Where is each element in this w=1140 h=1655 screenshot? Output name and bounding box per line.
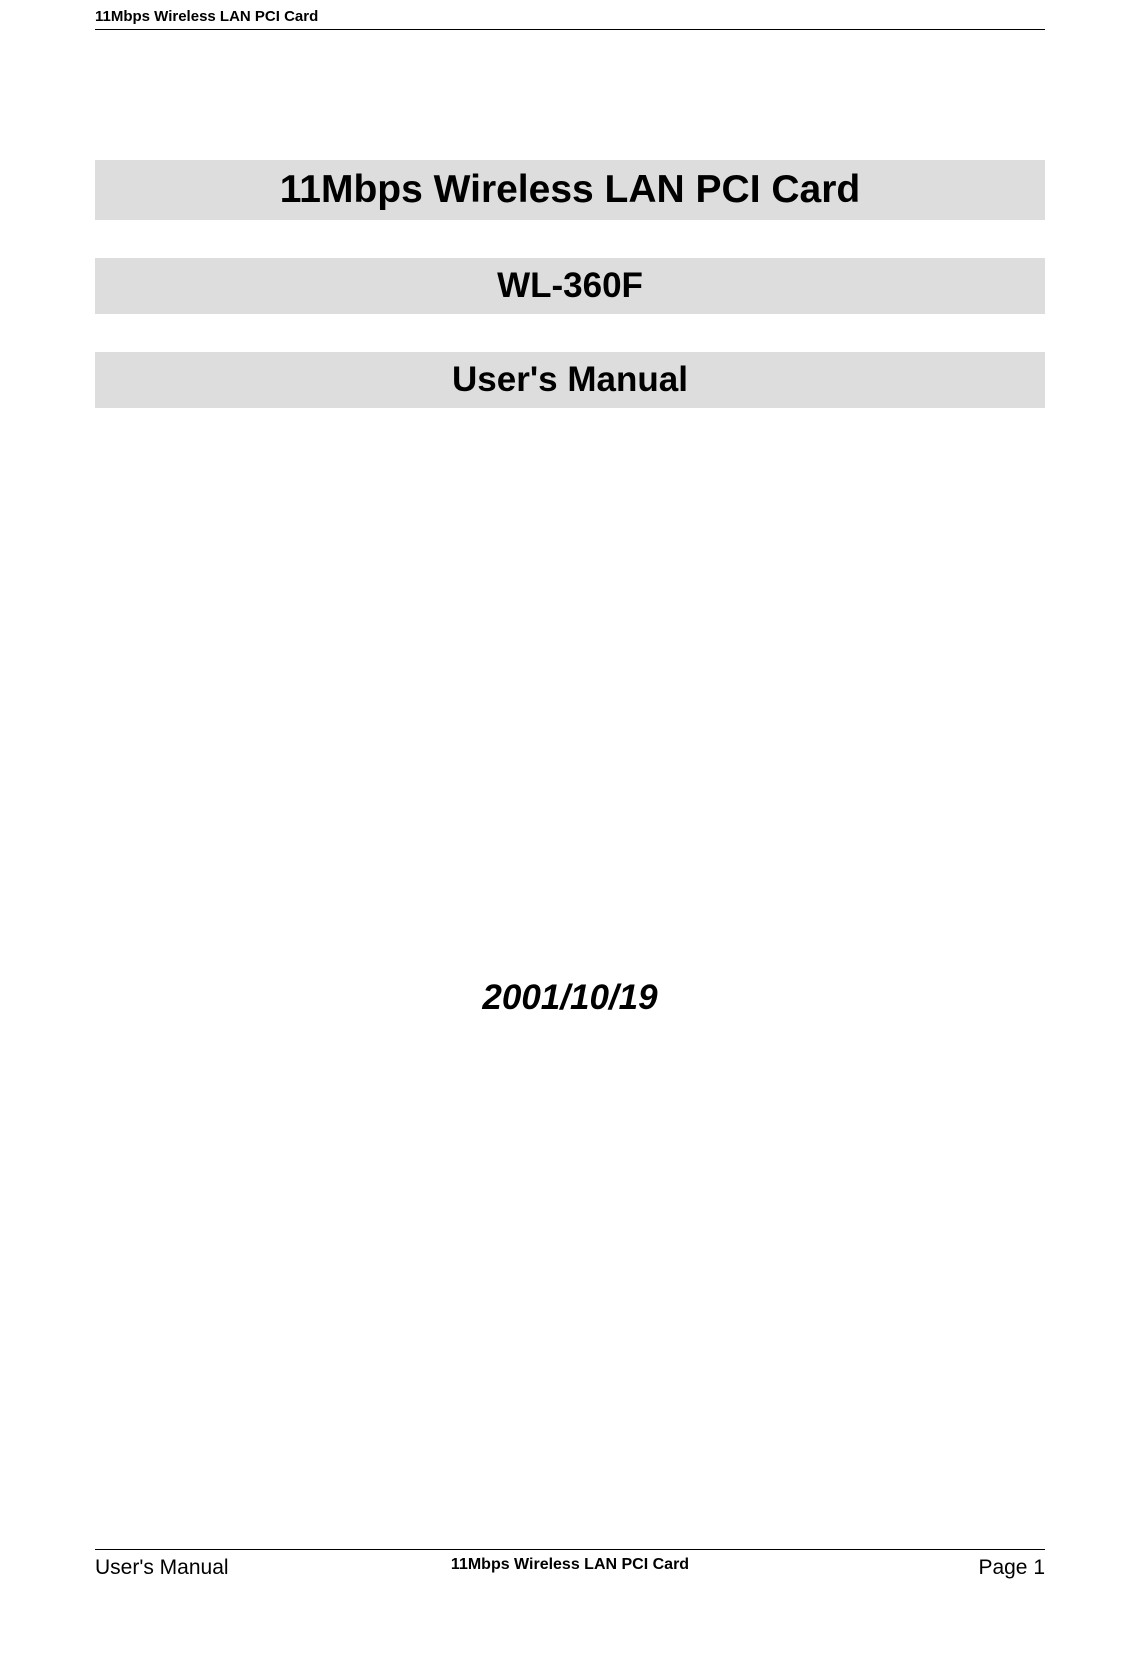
page-content: 11Mbps Wireless LAN PCI Card WL-360F Use… [95,30,1045,1018]
page-footer: User's Manual 11Mbps Wireless LAN PCI Ca… [95,1549,1045,1580]
document-type-title: User's Manual [95,360,1045,400]
document-date: 2001/10/19 [95,978,1045,1018]
date-section: 2001/10/19 [95,978,1045,1018]
page-header: 11Mbps Wireless LAN PCI Card [95,0,1045,30]
footer-product-name: 11Mbps Wireless LAN PCI Card [451,1556,689,1574]
header-product-name: 11Mbps Wireless LAN PCI Card [95,8,1045,25]
document-type-bar: User's Manual [95,352,1045,408]
footer-page-number: Page 1 [978,1556,1045,1580]
model-title-bar: WL-360F [95,258,1045,314]
product-name-title: 11Mbps Wireless LAN PCI Card [95,168,1045,212]
product-title-bar: 11Mbps Wireless LAN PCI Card [95,160,1045,220]
document-page: 11Mbps Wireless LAN PCI Card 11Mbps Wire… [0,0,1140,1655]
footer-document-type: User's Manual [95,1556,229,1580]
model-number-title: WL-360F [95,266,1045,306]
